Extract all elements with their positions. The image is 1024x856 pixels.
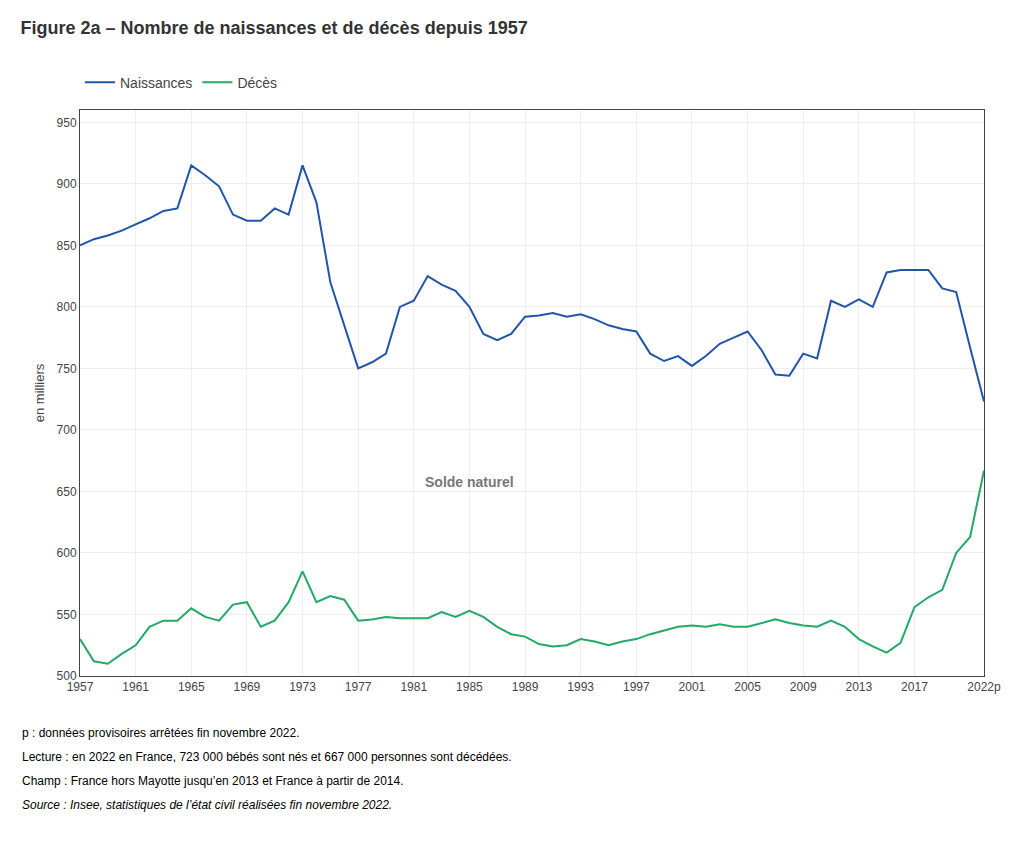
svg-text:Naissances: Naissances bbox=[120, 75, 192, 91]
svg-text:Décès: Décès bbox=[237, 75, 277, 91]
svg-text:1973: 1973 bbox=[289, 680, 316, 694]
svg-text:Champ : France hors Mayotte ju: Champ : France hors Mayotte jusqu’en 201… bbox=[22, 774, 404, 788]
svg-text:1957: 1957 bbox=[67, 680, 94, 694]
svg-text:500: 500 bbox=[57, 669, 77, 683]
svg-text:en milliers: en milliers bbox=[32, 363, 47, 422]
svg-text:2001: 2001 bbox=[679, 680, 706, 694]
svg-text:Source : Insee, statistiques d: Source : Insee, statistiques de l’état c… bbox=[22, 798, 392, 812]
svg-text:650: 650 bbox=[57, 485, 77, 499]
svg-text:800: 800 bbox=[57, 300, 77, 314]
svg-text:850: 850 bbox=[57, 239, 77, 253]
svg-text:1977: 1977 bbox=[345, 680, 372, 694]
svg-text:600: 600 bbox=[57, 546, 77, 560]
svg-text:900: 900 bbox=[57, 177, 77, 191]
svg-text:750: 750 bbox=[57, 362, 77, 376]
svg-text:1961: 1961 bbox=[122, 680, 149, 694]
svg-text:1985: 1985 bbox=[456, 680, 483, 694]
svg-text:1997: 1997 bbox=[623, 680, 650, 694]
svg-text:2013: 2013 bbox=[845, 680, 872, 694]
svg-text:Lecture : en 2022 en France, 7: Lecture : en 2022 en France, 723 000 béb… bbox=[22, 750, 512, 764]
svg-text:Figure 2a – Nombre de naissanc: Figure 2a – Nombre de naissances et de d… bbox=[20, 18, 527, 38]
svg-text:1993: 1993 bbox=[567, 680, 594, 694]
svg-text:700: 700 bbox=[57, 423, 77, 437]
svg-text:950: 950 bbox=[57, 116, 77, 130]
svg-text:1969: 1969 bbox=[234, 680, 261, 694]
svg-text:Solde naturel: Solde naturel bbox=[425, 474, 514, 490]
svg-text:550: 550 bbox=[57, 608, 77, 622]
svg-text:2017: 2017 bbox=[901, 680, 928, 694]
svg-text:2022p: 2022p bbox=[967, 680, 1001, 694]
svg-text:p : données provisoires arrêté: p : données provisoires arrêtées fin nov… bbox=[22, 726, 300, 740]
svg-text:2009: 2009 bbox=[790, 680, 817, 694]
svg-text:1981: 1981 bbox=[400, 680, 427, 694]
svg-text:1989: 1989 bbox=[512, 680, 539, 694]
svg-text:2005: 2005 bbox=[734, 680, 761, 694]
svg-text:1965: 1965 bbox=[178, 680, 205, 694]
